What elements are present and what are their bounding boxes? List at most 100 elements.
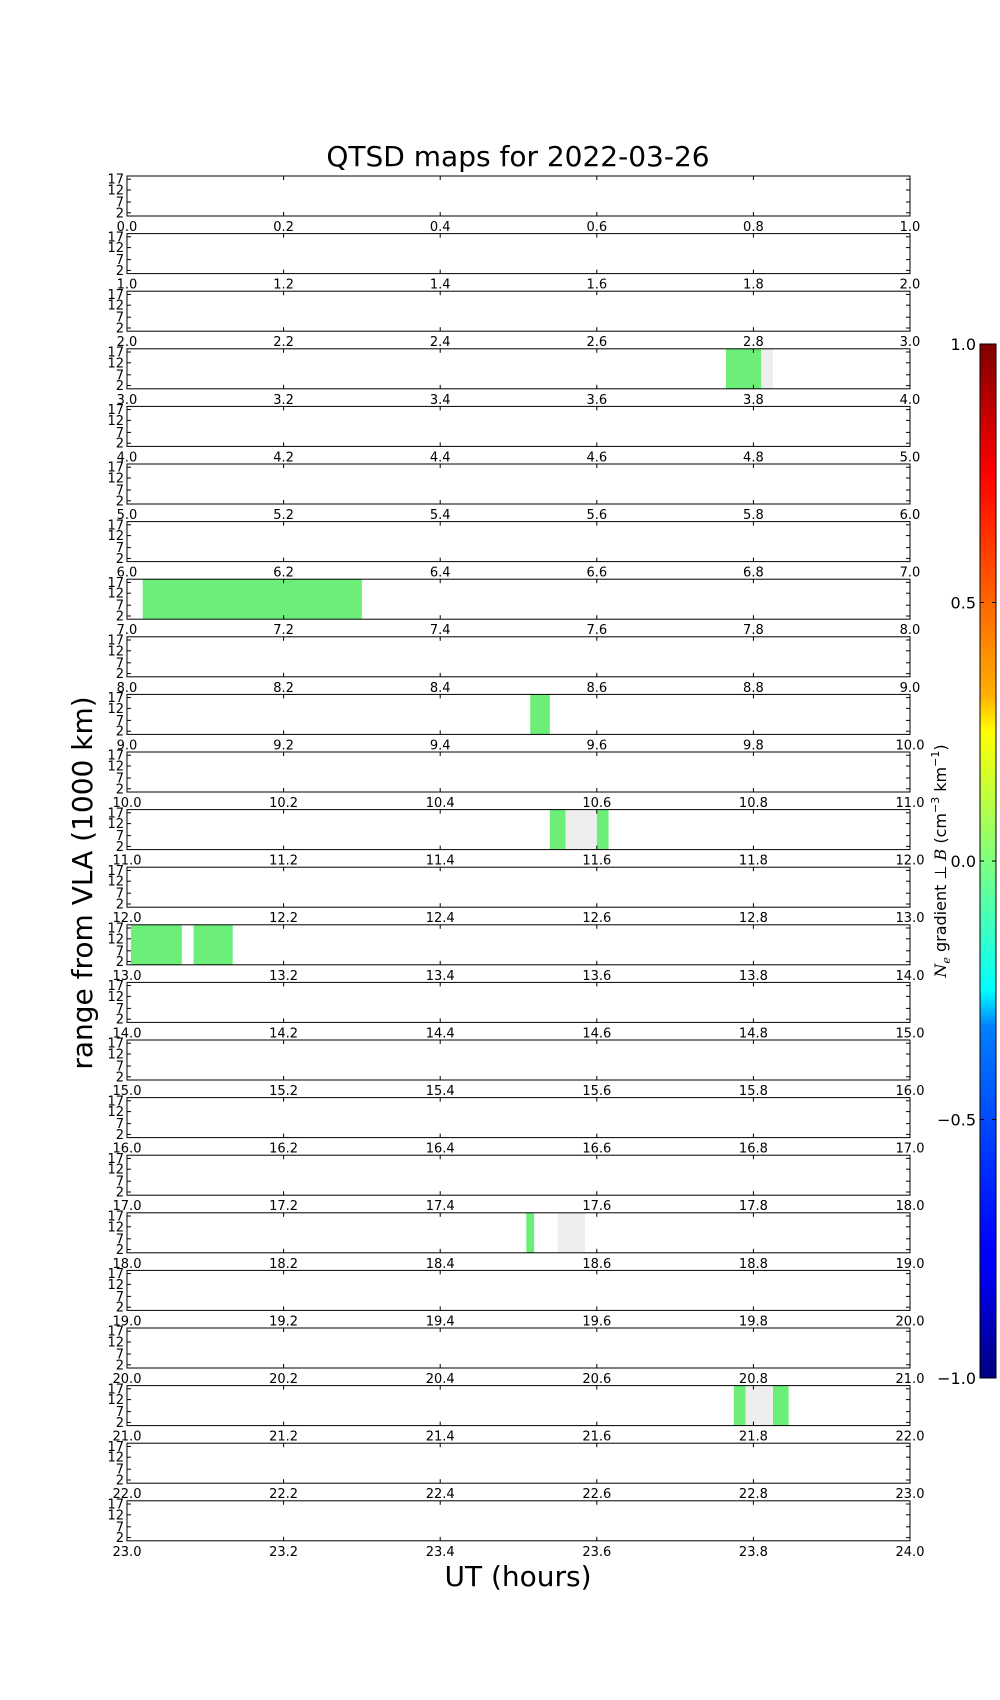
y-tick-label: 2 xyxy=(116,379,124,394)
panel-frame xyxy=(126,924,911,966)
x-tick-label: 18.8 xyxy=(739,1257,768,1272)
x-tick-label: 22.8 xyxy=(739,1487,768,1502)
colorbar-tick-label: −1.0 xyxy=(937,1369,976,1388)
colorbar-tick-label: 1.0 xyxy=(951,335,976,354)
y-tick-label: 12 xyxy=(107,1105,124,1120)
x-tick-label: 12.8 xyxy=(739,911,768,926)
x-tick-label: 1.0 xyxy=(900,220,921,235)
x-tick-label: 14.0 xyxy=(896,969,925,984)
panel-frame xyxy=(126,290,911,332)
y-tick-label: 2 xyxy=(116,322,124,337)
x-tick-label: 6.4 xyxy=(430,566,451,581)
x-tick-label: 3.2 xyxy=(273,393,294,408)
panel-frame xyxy=(126,1039,911,1081)
panel-frame xyxy=(126,1442,911,1484)
y-tick-label: 2 xyxy=(116,1301,124,1316)
x-tick-label: 16.4 xyxy=(426,1142,455,1157)
y-tick-label: 7 xyxy=(116,1002,124,1017)
panel-frame xyxy=(126,1097,911,1139)
panel-frame xyxy=(126,233,911,275)
data-region xyxy=(142,579,362,620)
x-tick-label: 21.2 xyxy=(269,1430,298,1445)
y-tick-label: 7 xyxy=(116,1175,124,1190)
x-tick-label: 8.4 xyxy=(430,681,451,696)
y-tick-label: 7 xyxy=(116,887,124,902)
colorbar-label-b: B xyxy=(931,848,950,861)
x-tick-label: 23.8 xyxy=(739,1545,768,1560)
panel-frame xyxy=(126,463,911,505)
x-tick-label: 10.6 xyxy=(582,796,611,811)
y-tick-label: 17 xyxy=(107,1152,124,1167)
y-tick-label: 12 xyxy=(107,644,124,659)
data-region xyxy=(565,809,597,850)
colorbar-label-km: km xyxy=(931,767,950,797)
y-tick-label: 7 xyxy=(116,311,124,326)
y-tick-label: 17 xyxy=(107,346,124,361)
y-tick-label: 2 xyxy=(116,552,124,567)
x-tick-label: 23.4 xyxy=(426,1545,455,1560)
panel-frame xyxy=(126,405,911,447)
x-tick-label: 18.0 xyxy=(113,1257,142,1272)
x-tick-label: 2.4 xyxy=(430,335,451,350)
x-tick-label: 9.8 xyxy=(743,738,764,753)
panel-frame xyxy=(126,1154,911,1196)
y-tick-label: 2 xyxy=(116,206,124,221)
panel-frame xyxy=(126,521,911,563)
y-tick-label: 12 xyxy=(107,1451,124,1466)
x-tick-label: 6.0 xyxy=(900,508,921,523)
x-tick-label: 15.8 xyxy=(739,1084,768,1099)
x-tick-label: 10.8 xyxy=(739,796,768,811)
data-region xyxy=(193,924,233,965)
x-tick-label: 4.0 xyxy=(117,450,138,465)
x-tick-label: 1.6 xyxy=(586,278,607,293)
x-tick-label: 5.4 xyxy=(430,508,451,523)
y-tick-label: 2 xyxy=(116,1013,124,1028)
x-tick-label: 1.4 xyxy=(430,278,451,293)
x-tick-label: 6.2 xyxy=(273,566,294,581)
y-tick-label: 12 xyxy=(107,932,124,947)
data-region xyxy=(772,1385,789,1426)
y-tick-label: 12 xyxy=(107,587,124,602)
x-tick-label: 4.0 xyxy=(900,393,921,408)
x-tick-label: 15.4 xyxy=(426,1084,455,1099)
x-tick-label: 13.0 xyxy=(896,911,925,926)
x-tick-label: 11.0 xyxy=(896,796,925,811)
y-tick-label: 12 xyxy=(107,1336,124,1351)
y-tick-label: 17 xyxy=(107,634,124,649)
y-tick-label: 12 xyxy=(107,760,124,775)
data-region xyxy=(761,348,773,389)
x-tick-label: 16.6 xyxy=(582,1142,611,1157)
x-tick-label: 17.6 xyxy=(582,1199,611,1214)
x-tick-label: 1.8 xyxy=(743,278,764,293)
x-tick-label: 11.4 xyxy=(426,854,455,869)
x-tick-label: 8.6 xyxy=(586,681,607,696)
y-tick-label: 12 xyxy=(107,1508,124,1523)
x-tick-label: 10.2 xyxy=(269,796,298,811)
x-tick-label: 0.0 xyxy=(117,220,138,235)
colorbar-tick-label: 0.5 xyxy=(951,594,976,613)
x-tick-label: 20.0 xyxy=(896,1314,925,1329)
x-tick-label: 24.0 xyxy=(896,1545,925,1560)
data-region xyxy=(557,1212,586,1253)
colorbar-label-exp2: −1 xyxy=(929,751,942,767)
y-tick-label: 2 xyxy=(116,1416,124,1431)
panel-frame xyxy=(126,1269,911,1311)
y-tick-label: 17 xyxy=(107,173,124,188)
x-tick-label: 17.0 xyxy=(113,1199,142,1214)
panel-frame xyxy=(126,866,911,908)
y-tick-label: 17 xyxy=(107,461,124,476)
colorbar-label-n: N xyxy=(931,963,950,979)
y-axis-label: range from VLA (1000 km) xyxy=(66,696,99,1069)
y-tick-label: 12 xyxy=(107,1163,124,1178)
y-tick-label: 17 xyxy=(107,403,124,418)
y-tick-label: 7 xyxy=(116,1232,124,1247)
x-tick-label: 0.8 xyxy=(743,220,764,235)
